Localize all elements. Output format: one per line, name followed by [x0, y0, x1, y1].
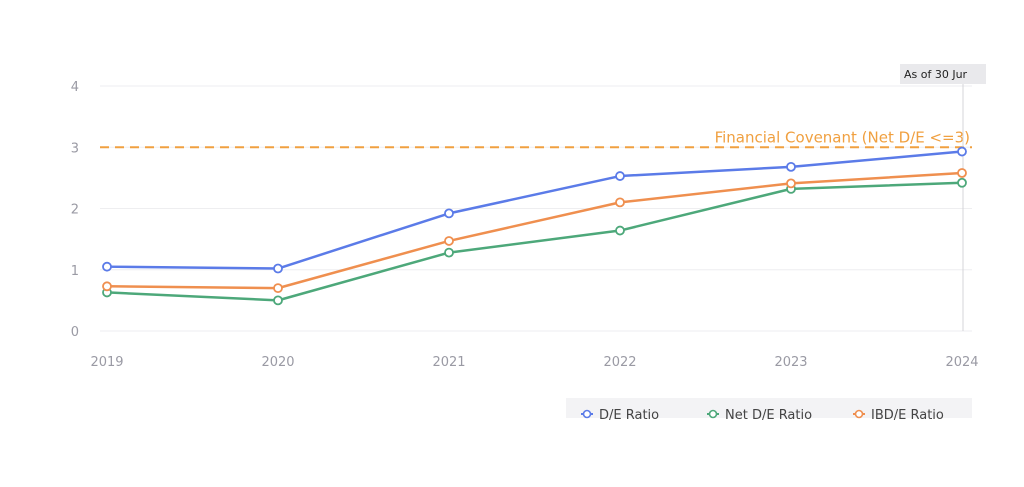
legend-item[interactable]: D/E Ratio — [581, 408, 659, 423]
series-ibd-e-ratio — [102, 168, 967, 294]
y-tick-label: 3 — [71, 141, 79, 156]
grid-lines — [100, 85, 972, 332]
series-line — [106, 181, 963, 302]
data-point[interactable] — [615, 197, 625, 208]
data-point[interactable] — [102, 281, 112, 292]
data-point[interactable] — [786, 178, 796, 189]
x-axis-ticks: 2019 2020 2021 2022 2023 2024 — [90, 355, 978, 370]
legend-marker — [708, 409, 718, 419]
as-of-label: As of 30 Jur — [904, 68, 968, 81]
data-point[interactable] — [957, 146, 967, 157]
y-tick-label: 4 — [71, 80, 79, 95]
legend-marker — [854, 409, 864, 419]
as-of-box — [900, 64, 986, 84]
legend: D/E Ratio Net D/E Ratio IBD/E Ratio — [566, 398, 972, 423]
y-axis-ticks: 0 1 2 3 4 — [71, 80, 79, 340]
legend-label: D/E Ratio — [599, 408, 659, 423]
y-tick-label: 2 — [71, 203, 79, 218]
data-point[interactable] — [273, 283, 283, 294]
covenant-label: Financial Covenant (Net D/E <=3) — [715, 128, 970, 146]
x-tick-label: 2022 — [603, 355, 636, 370]
data-point[interactable] — [615, 171, 625, 181]
legend-item[interactable]: IBD/E Ratio — [853, 408, 944, 423]
legend-background — [566, 398, 972, 418]
data-point[interactable] — [786, 161, 796, 172]
series-d-e-ratio — [102, 146, 967, 274]
covenant-reference: Financial Covenant (Net D/E <=3) — [100, 128, 972, 149]
x-tick-label: 2019 — [90, 355, 123, 370]
series-line — [106, 150, 963, 270]
data-point[interactable] — [957, 177, 967, 188]
data-point[interactable] — [444, 236, 454, 246]
x-tick-label: 2021 — [432, 355, 465, 370]
series-line — [106, 171, 963, 290]
x-tick-label: 2024 — [945, 355, 978, 370]
data-point[interactable] — [444, 247, 454, 258]
data-point[interactable] — [615, 225, 625, 236]
series-net-d-e-ratio — [102, 177, 967, 306]
data-point[interactable] — [444, 208, 454, 219]
y-tick-label: 1 — [71, 264, 79, 279]
data-point[interactable] — [102, 261, 112, 272]
legend-item[interactable]: Net D/E Ratio — [707, 408, 812, 423]
x-tick-label: 2023 — [774, 355, 807, 370]
data-point[interactable] — [957, 168, 967, 178]
legend-marker — [582, 409, 592, 419]
legend-label: Net D/E Ratio — [725, 408, 812, 423]
as-of-annotation: As of 30 Jur — [900, 64, 986, 331]
y-tick-label: 0 — [71, 325, 79, 340]
data-point[interactable] — [273, 295, 283, 306]
series-lines — [102, 146, 967, 306]
legend-label: IBD/E Ratio — [871, 408, 944, 423]
data-point[interactable] — [273, 263, 283, 274]
x-tick-label: 2020 — [261, 355, 294, 370]
